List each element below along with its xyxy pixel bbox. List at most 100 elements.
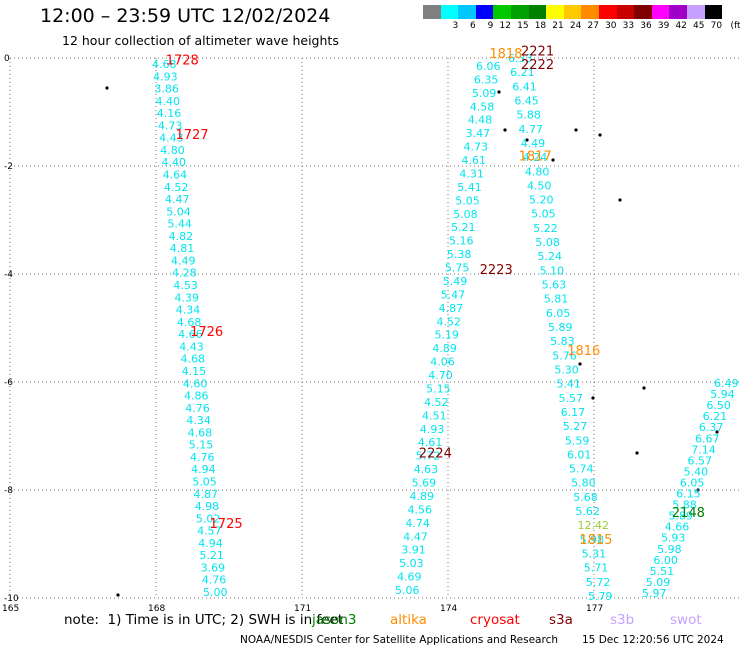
- swh-value-label: 6.41: [512, 80, 537, 93]
- swh-value-label: 4.39: [175, 291, 200, 304]
- swh-value-label: 5.09: [472, 87, 497, 100]
- color-scale-swatch: [563, 5, 582, 19]
- swh-value-label: 4.66: [665, 521, 690, 534]
- swh-value-label: 5.74: [569, 463, 594, 476]
- swh-value-label: 5.47: [441, 288, 466, 301]
- swh-value-label: 4.68: [188, 426, 213, 439]
- island-marker: [635, 451, 639, 455]
- swh-value-label: 5.51: [650, 565, 675, 578]
- swh-value-label: 6.01: [567, 448, 592, 461]
- pass-time-label: 1726: [190, 325, 223, 340]
- swh-value-label: 4.87: [194, 488, 219, 501]
- island-marker: [116, 593, 120, 597]
- swh-value-label: 4.58: [470, 100, 495, 113]
- swh-value-label: 5.08: [535, 236, 560, 249]
- pass-time-label: 2224: [419, 447, 452, 462]
- swh-value-label: 5.15: [426, 382, 451, 395]
- swh-value-label: 5.03: [399, 557, 424, 570]
- swh-value-label: 5.98: [657, 543, 682, 556]
- color-scale-swatch: [634, 5, 652, 19]
- color-scale-label: 36: [640, 21, 652, 31]
- color-scale-swatch: [546, 5, 564, 19]
- swh-value-label: 6.37: [699, 421, 724, 434]
- color-scale-swatch: [423, 5, 441, 19]
- color-scale-label: 24: [569, 21, 582, 31]
- swh-value-label: 4.81: [170, 242, 195, 255]
- swh-value-label: 4.43: [179, 340, 204, 353]
- swh-value-label: 5.75: [445, 262, 470, 275]
- color-scale-label: 21: [552, 21, 564, 31]
- x-tick-label: 168: [148, 604, 165, 614]
- swh-value-label: 4.86: [184, 390, 209, 403]
- swh-value-label: 5.71: [584, 562, 609, 575]
- y-tick-label: -8: [4, 486, 13, 496]
- swh-value-label: 4.34: [176, 304, 201, 317]
- swh-value-label: 6.21: [703, 410, 728, 423]
- swh-value-label: 5.38: [447, 248, 472, 261]
- swh-value-label: 5.41: [556, 378, 581, 391]
- swh-value-label: 5.05: [455, 194, 480, 207]
- pass-time-label: 2148: [672, 506, 705, 521]
- swh-value-label: 6.67: [695, 432, 720, 445]
- y-tick-label: -10: [4, 594, 19, 604]
- pass-time-label: 2222: [521, 58, 554, 73]
- swh-value-label: 4.43: [159, 132, 184, 145]
- swh-value-label: 4.64: [163, 169, 188, 182]
- swh-value-label: 6.35: [474, 73, 499, 86]
- swh-value-label: 5.97: [642, 587, 667, 600]
- swh-value-label: 4.73: [158, 119, 183, 132]
- legend-s3a: s3a: [549, 612, 573, 628]
- color-scale-swatch: [616, 5, 635, 19]
- swh-value-label: 5.69: [412, 477, 437, 490]
- swh-value-label: 4.49: [171, 254, 196, 267]
- swh-value-label: 6.17: [561, 406, 586, 419]
- color-scale-label: 6: [470, 21, 476, 31]
- x-tick-label: 174: [440, 604, 457, 614]
- color-scale-swatch: [581, 5, 599, 19]
- swh-value-label: 4.48: [468, 114, 493, 127]
- swh-value-label: 4.69: [397, 571, 422, 584]
- pass-time-label: 2223: [480, 263, 513, 278]
- swh-value-label: 4.80: [525, 165, 550, 178]
- pass-time-label: 1725: [210, 517, 243, 532]
- swh-value-label: 4.98: [195, 500, 220, 513]
- color-scale-label: 39: [657, 21, 670, 31]
- swh-value-label: 4.68: [152, 58, 177, 71]
- swh-value-label: 4.76: [190, 451, 215, 464]
- swh-value-label: 5.68: [573, 491, 598, 504]
- pass-time-label: 2221: [521, 44, 554, 59]
- swh-value-label: 4.16: [157, 107, 182, 120]
- pass-time-label: 1815: [579, 533, 612, 548]
- island-marker: [574, 128, 578, 132]
- island-marker: [598, 133, 602, 137]
- swh-value-label: 4.06: [430, 356, 455, 369]
- pass-time-label: 1816: [567, 344, 600, 359]
- pass-time-label: 1727: [175, 128, 208, 143]
- swh-value-label: 5.57: [559, 392, 584, 405]
- swh-value-label: 6.50: [706, 399, 731, 412]
- color-scale-swatch: [669, 5, 687, 19]
- island-marker: [618, 198, 622, 202]
- color-scale-swatch: [598, 5, 617, 19]
- island-marker: [105, 86, 109, 90]
- swh-value-label: 5.62: [575, 505, 600, 518]
- pass-time-label: 1728: [166, 53, 199, 68]
- swh-value-label: 4.73: [464, 141, 489, 154]
- swh-value-label: 6.45: [514, 94, 539, 107]
- swh-value-label: 5.72: [416, 450, 441, 463]
- swh-value-label: 12.42: [577, 519, 609, 532]
- footnote: note: 1) Time is in UTC; 2) SWH is in fe…: [64, 612, 344, 628]
- swh-value-label: 4.70: [428, 369, 453, 382]
- color-scale-label: 9: [487, 21, 494, 31]
- y-tick-label: -2: [4, 162, 13, 172]
- swh-value-label: 6.57: [687, 454, 712, 467]
- island-marker: [696, 488, 700, 492]
- swh-value-label: 4.34: [186, 414, 211, 427]
- legend-swot: swot: [670, 612, 702, 628]
- swh-value-label: 4.68: [180, 353, 205, 366]
- color-scale-swatch: [704, 5, 723, 19]
- y-tick-label: -4: [4, 270, 13, 280]
- generated-timestamp: 15 Dec 12:20:56 UTC 2024: [582, 634, 724, 646]
- color-scale-swatch: [493, 5, 511, 19]
